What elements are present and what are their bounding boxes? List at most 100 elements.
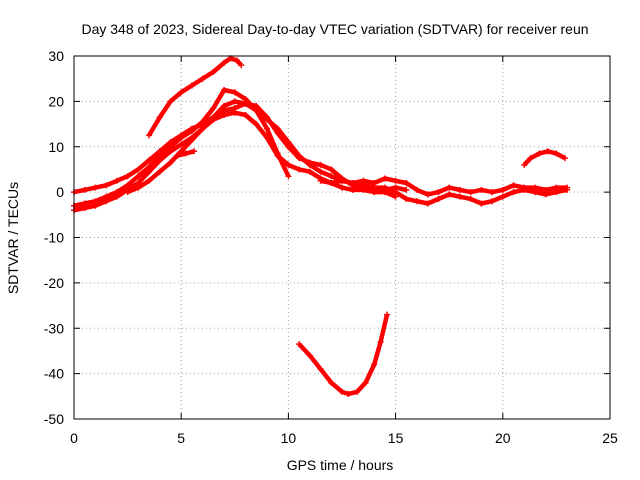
data-point <box>553 150 560 157</box>
x-tick-label: 0 <box>70 430 78 446</box>
y-axis-label: SDTVAR / TECUs <box>5 182 21 294</box>
data-point <box>478 186 485 193</box>
data-point <box>349 180 356 187</box>
data-point <box>242 100 249 107</box>
data-point <box>296 341 303 348</box>
data-point <box>285 161 292 168</box>
data-point <box>478 200 485 207</box>
data-point <box>446 191 453 198</box>
data-point <box>424 200 431 207</box>
data-point <box>210 114 217 121</box>
series-line-arc-9 <box>297 314 390 397</box>
series-line-arc-8 <box>522 149 567 167</box>
data-point <box>345 391 352 398</box>
series-line-arc-4 <box>73 110 397 213</box>
data-point <box>263 125 270 132</box>
data-point <box>173 152 180 159</box>
y-tick-label: -30 <box>44 320 64 336</box>
data-point <box>564 184 571 191</box>
data-point <box>328 173 335 180</box>
data-point <box>306 352 313 359</box>
data-point <box>362 379 369 386</box>
data-point <box>113 177 120 184</box>
data-point <box>135 166 142 173</box>
data-point <box>263 116 270 123</box>
data-point <box>403 195 410 202</box>
data-point <box>553 184 560 191</box>
data-point <box>371 180 378 187</box>
data-point <box>531 184 538 191</box>
data-point <box>188 125 195 132</box>
data-point <box>339 177 345 184</box>
data-point <box>521 184 528 191</box>
data-point <box>146 177 153 184</box>
data-point <box>456 186 463 193</box>
data-point <box>178 141 185 148</box>
data-point <box>210 68 217 75</box>
data-point <box>339 184 345 191</box>
data-point <box>536 150 543 157</box>
x-tick-label: 25 <box>602 430 618 446</box>
data-point <box>135 173 142 180</box>
data-point <box>328 166 335 173</box>
data-point <box>92 202 99 209</box>
data-point <box>296 166 303 173</box>
x-axis-label: GPS time / hours <box>287 457 394 473</box>
data-point <box>377 338 384 345</box>
data-point <box>561 155 568 162</box>
data-point <box>146 157 153 164</box>
data-point <box>317 168 324 175</box>
y-tick-label: 30 <box>48 48 64 64</box>
series-line-arc-1 <box>147 56 243 137</box>
data-point <box>199 125 206 132</box>
data-point <box>360 177 367 184</box>
data-point <box>446 184 453 191</box>
tick-labels: 0 5 10 15 20 25 -50 -40 -30 -20 -10 0 10 20 30 <box>44 48 618 446</box>
y-tick-label: -20 <box>44 275 64 291</box>
data-point <box>188 136 195 143</box>
data-point <box>135 184 142 191</box>
data-point <box>81 186 88 193</box>
data-point <box>221 102 228 109</box>
data-point <box>231 109 238 116</box>
data-point <box>296 152 303 159</box>
data-point <box>146 132 153 139</box>
data-point <box>435 195 442 202</box>
data-series-group <box>71 55 571 398</box>
data-point <box>306 161 313 168</box>
data-point <box>188 82 195 89</box>
data-point <box>92 184 99 191</box>
chart-title: Day 348 of 2023, Sidereal Day-to-day VTE… <box>81 21 588 37</box>
data-point <box>242 111 249 118</box>
data-point <box>81 205 88 212</box>
data-point <box>510 182 517 189</box>
y-tick-label: -50 <box>44 411 64 427</box>
data-point <box>182 150 189 157</box>
x-tick-label: 10 <box>281 430 297 446</box>
data-point <box>274 152 281 159</box>
data-point <box>156 157 163 164</box>
data-point <box>456 193 463 200</box>
data-point <box>467 195 474 202</box>
data-point <box>510 189 517 196</box>
data-point <box>167 159 174 166</box>
data-point <box>146 168 153 175</box>
data-point <box>542 186 549 193</box>
data-point <box>381 175 388 182</box>
y-tick-label: 0 <box>56 184 64 200</box>
data-point <box>221 111 228 118</box>
data-point <box>210 105 217 112</box>
data-point <box>381 184 388 191</box>
y-tick-label: 20 <box>48 93 64 109</box>
y-tick-label: -40 <box>44 366 64 382</box>
data-point <box>435 189 442 196</box>
data-point <box>354 388 361 395</box>
data-point <box>349 186 356 193</box>
data-point <box>167 98 174 105</box>
data-point <box>113 193 120 200</box>
data-point <box>392 177 399 184</box>
data-point <box>221 87 228 94</box>
plot-frame <box>73 55 611 420</box>
data-point <box>199 75 206 82</box>
